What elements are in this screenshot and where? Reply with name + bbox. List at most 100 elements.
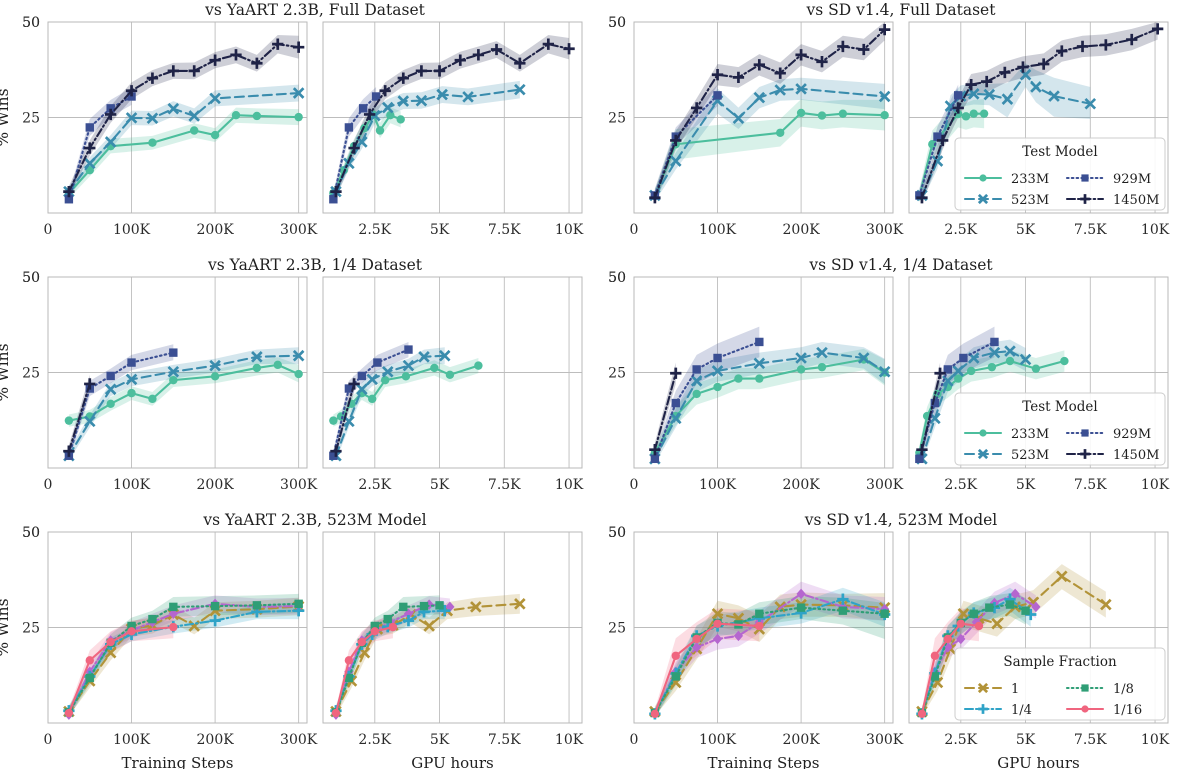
ytick-label-top: 50: [22, 270, 40, 286]
confidence-band-233M: [68, 357, 299, 427]
marker-plus: [1100, 39, 1112, 51]
plot-spine: [633, 531, 894, 724]
series-line-1450M: [67, 43, 300, 193]
marker-plus: [251, 57, 263, 69]
marker-circle: [210, 372, 220, 381]
xaxis-label-gpu-hours: GPU hours: [411, 754, 493, 769]
marker-x: [669, 412, 682, 425]
marker-square: [985, 603, 994, 612]
subplot-yaart-quarter-gpu: 2.5K 5K 7.5K 10K: [322, 276, 584, 493]
xtick-label-200K: 200K: [197, 477, 235, 493]
series-markers-523M: [330, 349, 451, 462]
legend-label-929M: 929M: [1113, 427, 1151, 442]
marker-plus: [230, 49, 242, 61]
legend-label-233M: 233M: [1011, 172, 1049, 187]
xtick-label-100K: 100K: [699, 732, 737, 748]
marker-plus: [649, 443, 661, 456]
series-line-929M: [67, 351, 175, 457]
marker-x: [1100, 598, 1112, 611]
marker-x: [209, 92, 221, 105]
marker-x: [366, 373, 378, 386]
marker-square: [344, 123, 354, 132]
marker-circle: [388, 622, 398, 632]
marker-plus: [84, 378, 96, 390]
marker-square: [252, 601, 262, 610]
marker-circle: [294, 112, 303, 122]
marker-plus: [837, 593, 849, 605]
marker-x: [952, 365, 964, 377]
series-line-233M: [67, 363, 300, 422]
marker-plus: [711, 69, 724, 81]
marker-circle: [368, 394, 377, 404]
plot-spine: [47, 531, 308, 724]
confidence-band-929M: [68, 344, 174, 461]
confidence-band-233M: [654, 348, 885, 459]
marker-square: [1081, 174, 1089, 182]
series-line-1450M: [653, 372, 677, 451]
marker-square: [954, 91, 963, 100]
ytick-label-25: 25: [608, 111, 626, 127]
xtick-label-300K: 300K: [866, 477, 904, 493]
marker-circle: [974, 621, 984, 631]
xtick-label-5K: 5K: [430, 732, 450, 748]
marker-plus: [878, 23, 891, 36]
legend-label-1: 1: [1011, 682, 1019, 697]
confidence-band-929M: [654, 326, 760, 464]
xtick-label-100K: 100K: [699, 477, 737, 493]
subplot-yaart-full-gpu: 2.5K 5K 7.5K 10K: [322, 21, 584, 238]
marker-circle: [380, 375, 390, 385]
series-markers-1450M: [330, 38, 575, 198]
marker-square: [930, 672, 940, 681]
marker-circle: [796, 108, 806, 118]
series-markers-1450M: [916, 367, 946, 456]
confidence-band-1/2: [68, 595, 299, 719]
confidence-band-929M: [333, 341, 409, 461]
series-markers-523M: [649, 346, 891, 465]
marker-square: [692, 365, 701, 374]
marker-circle: [252, 363, 262, 373]
marker-x: [462, 91, 474, 103]
xtick-label-100K: 100K: [113, 222, 151, 238]
marker-x: [381, 365, 394, 378]
marker-x: [753, 357, 766, 370]
marker-x: [967, 88, 980, 100]
chart-yaart-full: vs YaART 2.3B, Full Dataset 0 100K 200K 300K…: [0, 1, 584, 238]
ytick-label-50: 50: [608, 15, 626, 31]
xtick-label-7.5K: 7.5K: [1074, 477, 1107, 493]
marker-square: [1081, 684, 1089, 692]
marker-x: [104, 136, 117, 148]
confidence-band-233M: [333, 357, 479, 427]
plot-spine: [633, 21, 894, 214]
legend-label-1/4: 1/4: [1011, 703, 1032, 718]
marker-circle: [127, 627, 136, 636]
series-markers-1450M: [63, 378, 96, 457]
marker-x: [418, 351, 430, 363]
marker-circle: [294, 369, 303, 379]
marker-x: [188, 110, 200, 122]
marker-x: [977, 682, 989, 694]
marker-circle: [734, 374, 743, 383]
marker-plus: [1126, 33, 1138, 46]
marker-circle: [474, 361, 483, 370]
plot-spine: [633, 276, 894, 469]
ytick-label-25: 25: [22, 621, 40, 637]
marker-x: [816, 346, 828, 359]
marker-circle: [755, 621, 764, 631]
marker-square: [404, 345, 413, 354]
chart-title-sd-quarter: vs SD v1.4, 1/4 Dataset: [808, 256, 993, 274]
marker-x: [402, 359, 415, 372]
series-markers-233M: [915, 109, 989, 201]
series-line-1450M: [920, 372, 942, 451]
marker-x: [795, 83, 807, 95]
confidence-band-1/2: [654, 581, 885, 718]
marker-plus: [363, 108, 376, 121]
marker-plus: [934, 367, 946, 379]
marker-plus: [816, 56, 828, 68]
xtick-label-10K: 10K: [1141, 222, 1170, 238]
plot-spine: [322, 276, 583, 469]
legend-title: Test Model: [1022, 399, 1098, 415]
marker-plus: [209, 54, 221, 66]
marker-square: [755, 337, 764, 347]
series-markers-233M: [329, 361, 483, 425]
